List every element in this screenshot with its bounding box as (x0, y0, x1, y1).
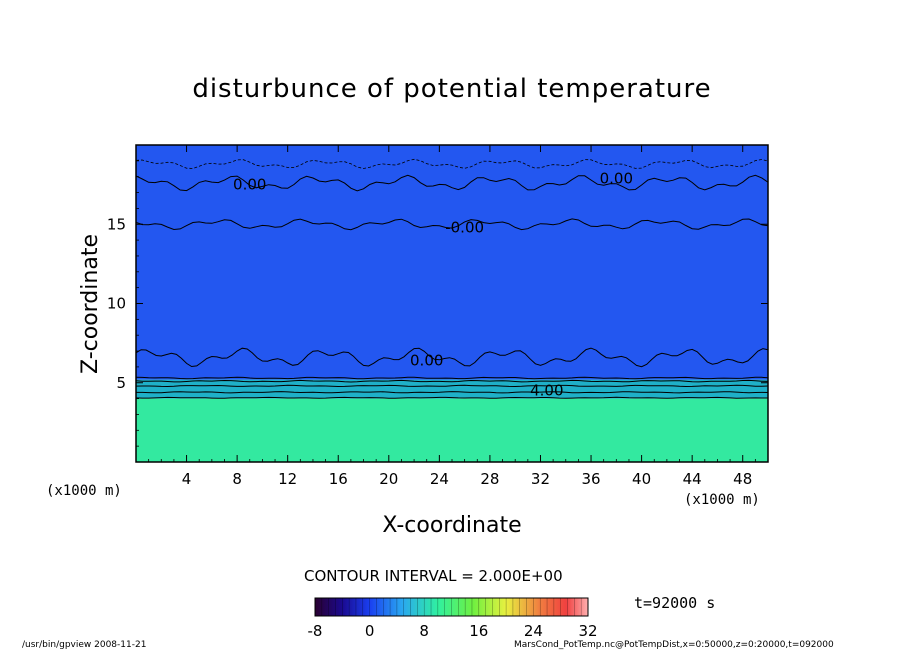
colorbar-tick-label-0: -8 (308, 622, 323, 640)
x-tick-label-9: 40 (632, 470, 651, 488)
contour-line-low-1 (136, 379, 768, 383)
contour-line-low-3 (136, 391, 768, 394)
x-tick-label-10: 44 (683, 470, 702, 488)
footer-right: MarsCond_PotTemp.nc@PotTempDist,x=0:5000… (514, 640, 834, 650)
time-label: t=92000 s (634, 594, 716, 612)
y-tick-label-0: 5 (116, 374, 126, 392)
colorbar-tick-label-1: 0 (365, 622, 375, 640)
x-tick-label-2: 12 (278, 470, 297, 488)
x-axis-label: X-coordinate (0, 513, 904, 538)
contour-label-2: -0.00 (445, 218, 484, 236)
contour-label-1: 0.00 (600, 169, 633, 187)
contour-line-mid (136, 347, 768, 368)
colorbar-tick-label-2: 8 (419, 622, 429, 640)
colorbar-tick-label-3: 16 (469, 622, 488, 640)
contour-line-top-c (136, 158, 768, 169)
contour-line-top-a (136, 174, 768, 192)
layer-band-2 (136, 145, 768, 380)
colorbar-tick-label-4: 24 (524, 622, 543, 640)
x-unit-left: (x1000 m) (46, 483, 122, 499)
contour-label-3: 0.00 (410, 352, 443, 370)
x-tick-label-3: 16 (329, 470, 348, 488)
contour-label-0: 0.00 (233, 176, 266, 194)
x-axis-label-text: X-coordinate (382, 513, 522, 538)
y-axis-label: Z-coordinate (78, 234, 103, 374)
contour-line-low-2 (136, 384, 768, 388)
contour-line-low-4 (136, 396, 768, 399)
contour-plot-area (136, 145, 768, 462)
contour-label-4: 4.00 (530, 382, 563, 400)
contour-interval-label: CONTOUR INTERVAL = 2.000E+00 (304, 567, 563, 585)
x-tick-label-11: 48 (733, 470, 752, 488)
y-tick-label-2: 15 (107, 215, 126, 233)
contour-labels: 0.00 0.00 -0.00 0.00 4.00 (233, 169, 633, 399)
x-unit-right: (x1000 m) (684, 492, 760, 508)
x-tick-label-7: 32 (531, 470, 550, 488)
contour-line-top-b (136, 218, 768, 231)
x-tick-label-5: 24 (430, 470, 449, 488)
layer-band-0 (136, 398, 768, 462)
x-tick-label-4: 20 (379, 470, 398, 488)
colorbar-tick-label-5: 32 (578, 622, 597, 640)
contour-lines (136, 158, 768, 399)
contour-line-low-0 (136, 376, 768, 380)
colorbar: -8 0 8 16 24 32 (308, 597, 598, 640)
x-tick-label-8: 36 (581, 470, 600, 488)
footer-left: /usr/bin/gpview 2008-11-21 (22, 640, 147, 650)
layer-band-1 (136, 379, 768, 399)
x-tick-label-6: 28 (480, 470, 499, 488)
x-tick-label-0: 4 (182, 470, 192, 488)
y-tick-label-1: 10 (107, 295, 126, 313)
y-axis-ticks: 5 10 15 (107, 160, 768, 447)
chart-title: disturbunce of potential temperature (192, 74, 712, 104)
x-tick-label-1: 8 (232, 470, 242, 488)
x-axis-ticks: 4 8 12 16 20 24 28 32 36 40 44 48 (148, 145, 756, 488)
